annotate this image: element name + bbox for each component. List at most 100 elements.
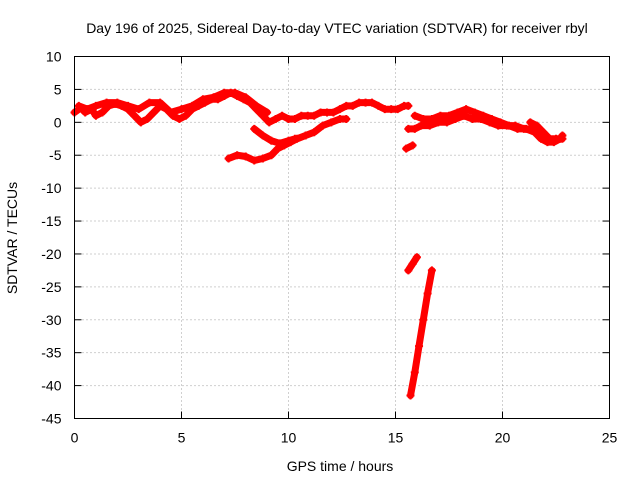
data-point xyxy=(487,115,496,124)
data-point xyxy=(181,111,190,120)
data-point xyxy=(417,121,426,130)
x-tick-label: 25 xyxy=(602,430,618,446)
data-point xyxy=(530,128,539,137)
data-point xyxy=(149,108,158,117)
series-track-d xyxy=(250,124,299,148)
data-point xyxy=(156,98,165,107)
data-point xyxy=(479,111,488,120)
data-point xyxy=(402,144,411,153)
data-point xyxy=(233,151,242,160)
data-point xyxy=(166,108,175,117)
y-tick-label: -25 xyxy=(41,279,61,295)
data-point xyxy=(327,118,336,127)
data-point xyxy=(113,98,122,107)
y-tick-label: -40 xyxy=(41,378,61,394)
data-point xyxy=(134,105,143,114)
y-tick-label: 10 xyxy=(46,49,62,65)
data-point xyxy=(462,105,471,114)
data-point xyxy=(250,124,259,133)
data-point xyxy=(263,108,272,117)
data-point xyxy=(220,88,229,97)
y-tick-label: -15 xyxy=(41,213,61,229)
x-tick-label: 0 xyxy=(71,430,79,446)
data-point xyxy=(318,121,327,130)
data-point xyxy=(267,136,276,145)
y-tick-label: 5 xyxy=(54,81,62,97)
x-tick-labels: 0 5 10 15 20 25 xyxy=(71,430,618,446)
data-point xyxy=(442,118,451,127)
data-point xyxy=(258,154,267,163)
data-point xyxy=(145,98,154,107)
data-point xyxy=(310,111,319,120)
y-tick-label: -30 xyxy=(41,312,61,328)
data-point xyxy=(496,118,505,127)
data-point xyxy=(408,259,417,268)
data-point xyxy=(419,315,428,324)
data-point xyxy=(374,101,383,110)
data-point xyxy=(522,124,531,133)
data-point xyxy=(410,111,419,120)
y-axis-title: SDTVAR / TECUs xyxy=(4,182,20,294)
data-point xyxy=(284,136,293,145)
data-point xyxy=(252,101,261,110)
data-point xyxy=(558,134,567,143)
data-point xyxy=(98,108,107,117)
data-point xyxy=(408,141,417,150)
data-point xyxy=(198,95,207,104)
y-tick-labels: 10 5 0 -5 -10 -15 -20 -25 -30 -35 -40 -45 xyxy=(41,49,61,427)
data-point xyxy=(258,131,267,140)
plot-frame xyxy=(74,56,610,419)
data-point xyxy=(537,134,546,143)
data-point xyxy=(404,266,413,275)
data-point xyxy=(532,121,541,130)
x-tick-label: 10 xyxy=(281,430,297,446)
y-tick-label: 0 xyxy=(54,114,62,130)
data-point xyxy=(290,115,299,124)
data-point xyxy=(468,115,477,124)
data-point xyxy=(136,118,145,127)
series-track-b xyxy=(74,88,272,117)
data-point xyxy=(427,115,436,124)
data-point xyxy=(91,111,100,120)
data-point xyxy=(267,151,276,160)
data-point xyxy=(265,118,274,127)
data-point xyxy=(74,101,83,110)
data-point xyxy=(271,115,280,124)
data-point xyxy=(301,131,310,140)
data-point xyxy=(427,266,436,275)
data-point xyxy=(470,108,479,117)
data-point xyxy=(526,118,535,127)
data-point xyxy=(367,98,376,107)
data-point xyxy=(278,111,287,120)
data-series xyxy=(70,88,567,400)
data-point xyxy=(275,139,284,148)
data-point xyxy=(290,134,299,143)
data-point xyxy=(410,124,419,133)
data-point xyxy=(406,391,415,400)
data-point xyxy=(102,98,111,107)
data-point xyxy=(329,108,338,117)
chart-title: Day 196 of 2025, Sidereal Day-to-day VTE… xyxy=(86,20,588,36)
data-point xyxy=(423,289,432,298)
data-point xyxy=(513,124,522,133)
data-point xyxy=(335,105,344,114)
data-point xyxy=(310,128,319,137)
data-point xyxy=(419,115,428,124)
x-tick-label: 20 xyxy=(495,430,511,446)
y-tick-label: -45 xyxy=(41,411,61,427)
data-point xyxy=(124,101,132,110)
x-axis-title: GPS time / hours xyxy=(287,458,394,474)
series-track-i xyxy=(404,253,421,275)
x-tick-label: 5 xyxy=(178,430,186,446)
data-point xyxy=(342,115,351,124)
data-point xyxy=(130,111,139,120)
data-point xyxy=(177,105,186,114)
series-track-j xyxy=(406,266,436,400)
data-point xyxy=(404,101,413,110)
data-point xyxy=(539,128,548,137)
data-point xyxy=(412,253,421,262)
data-point xyxy=(436,111,445,120)
data-point xyxy=(241,152,250,161)
